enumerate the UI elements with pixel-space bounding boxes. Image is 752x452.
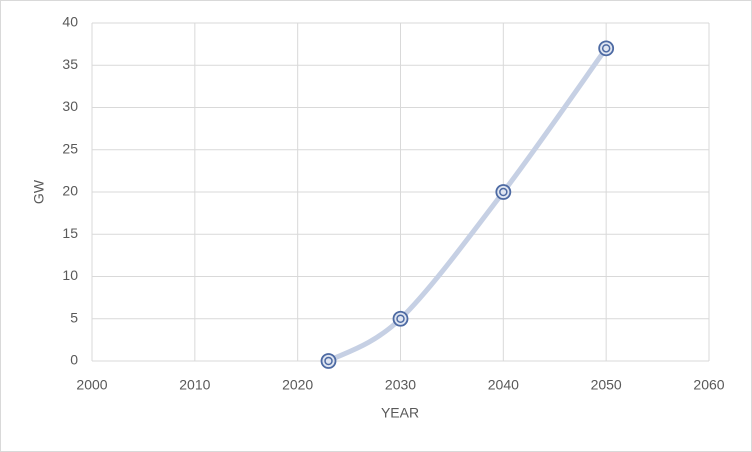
data-point-center <box>601 44 611 53</box>
y-tick-label: 25 <box>62 140 78 156</box>
data-point <box>495 184 512 200</box>
y-tick-label: 0 <box>70 352 78 368</box>
y-tick-label: 15 <box>62 225 78 241</box>
data-point-center <box>499 187 508 197</box>
x-tick-label: 2060 <box>693 377 724 393</box>
y-tick-label: 35 <box>62 56 78 72</box>
data-point <box>392 310 409 327</box>
x-axis-label: YEAR <box>381 405 419 421</box>
y-tick-label: 30 <box>62 98 78 114</box>
data-point-center <box>396 314 405 323</box>
y-tick-label: 40 <box>62 14 78 30</box>
data-point <box>598 40 615 57</box>
y-tick-label: 5 <box>70 309 78 325</box>
data-line <box>326 45 609 364</box>
x-tick-label: 2040 <box>488 377 519 393</box>
x-tick-label: 2020 <box>282 377 313 393</box>
x-tick-label: 2000 <box>76 377 107 393</box>
y-tick-label: 20 <box>62 183 78 199</box>
x-tick-label: 2010 <box>179 377 210 393</box>
y-tick-label: 10 <box>62 267 78 283</box>
x-tick-label: 2050 <box>591 377 622 393</box>
data-point <box>320 353 337 369</box>
data-point-center <box>324 356 333 366</box>
y-axis-label: GW <box>31 179 47 204</box>
x-tick-label: 2030 <box>385 377 416 393</box>
